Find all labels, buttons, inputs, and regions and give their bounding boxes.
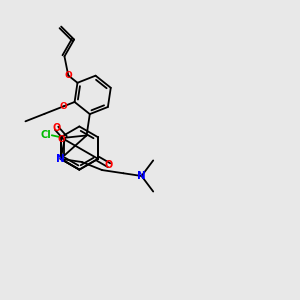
Text: O: O <box>105 160 113 170</box>
Text: Cl: Cl <box>40 130 51 140</box>
Text: O: O <box>60 102 68 111</box>
Text: N: N <box>56 154 65 164</box>
Text: O: O <box>64 71 72 80</box>
Text: N: N <box>137 171 146 181</box>
Text: O: O <box>58 135 65 144</box>
Text: O: O <box>52 123 61 133</box>
